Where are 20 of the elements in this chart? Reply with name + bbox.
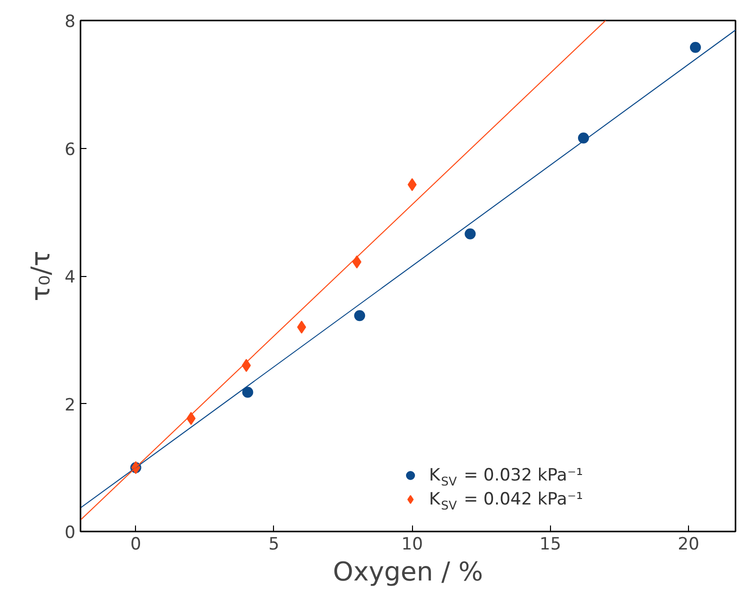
point — [354, 310, 366, 322]
point — [186, 412, 196, 425]
x-tick-label: 10 — [401, 534, 423, 554]
point — [352, 255, 362, 268]
x-tick-label: 15 — [540, 534, 562, 554]
point — [578, 132, 589, 144]
point — [242, 386, 254, 398]
point — [297, 320, 306, 334]
y-axis-title: τ₀/τ — [26, 250, 57, 302]
x-axis-title: Oxygen / % — [332, 558, 484, 588]
y-tick-label: 2 — [64, 395, 76, 416]
point — [464, 228, 476, 240]
x-tick-label: 20 — [678, 534, 700, 554]
y-tick-label: 6 — [64, 140, 76, 160]
x-tick-label: 5 — [268, 534, 280, 554]
y-tick-label: 4 — [64, 268, 76, 288]
x-tick-label: 0 — [130, 534, 142, 554]
point — [690, 42, 701, 53]
point — [408, 178, 417, 192]
y-tick-label: 8 — [64, 12, 76, 32]
